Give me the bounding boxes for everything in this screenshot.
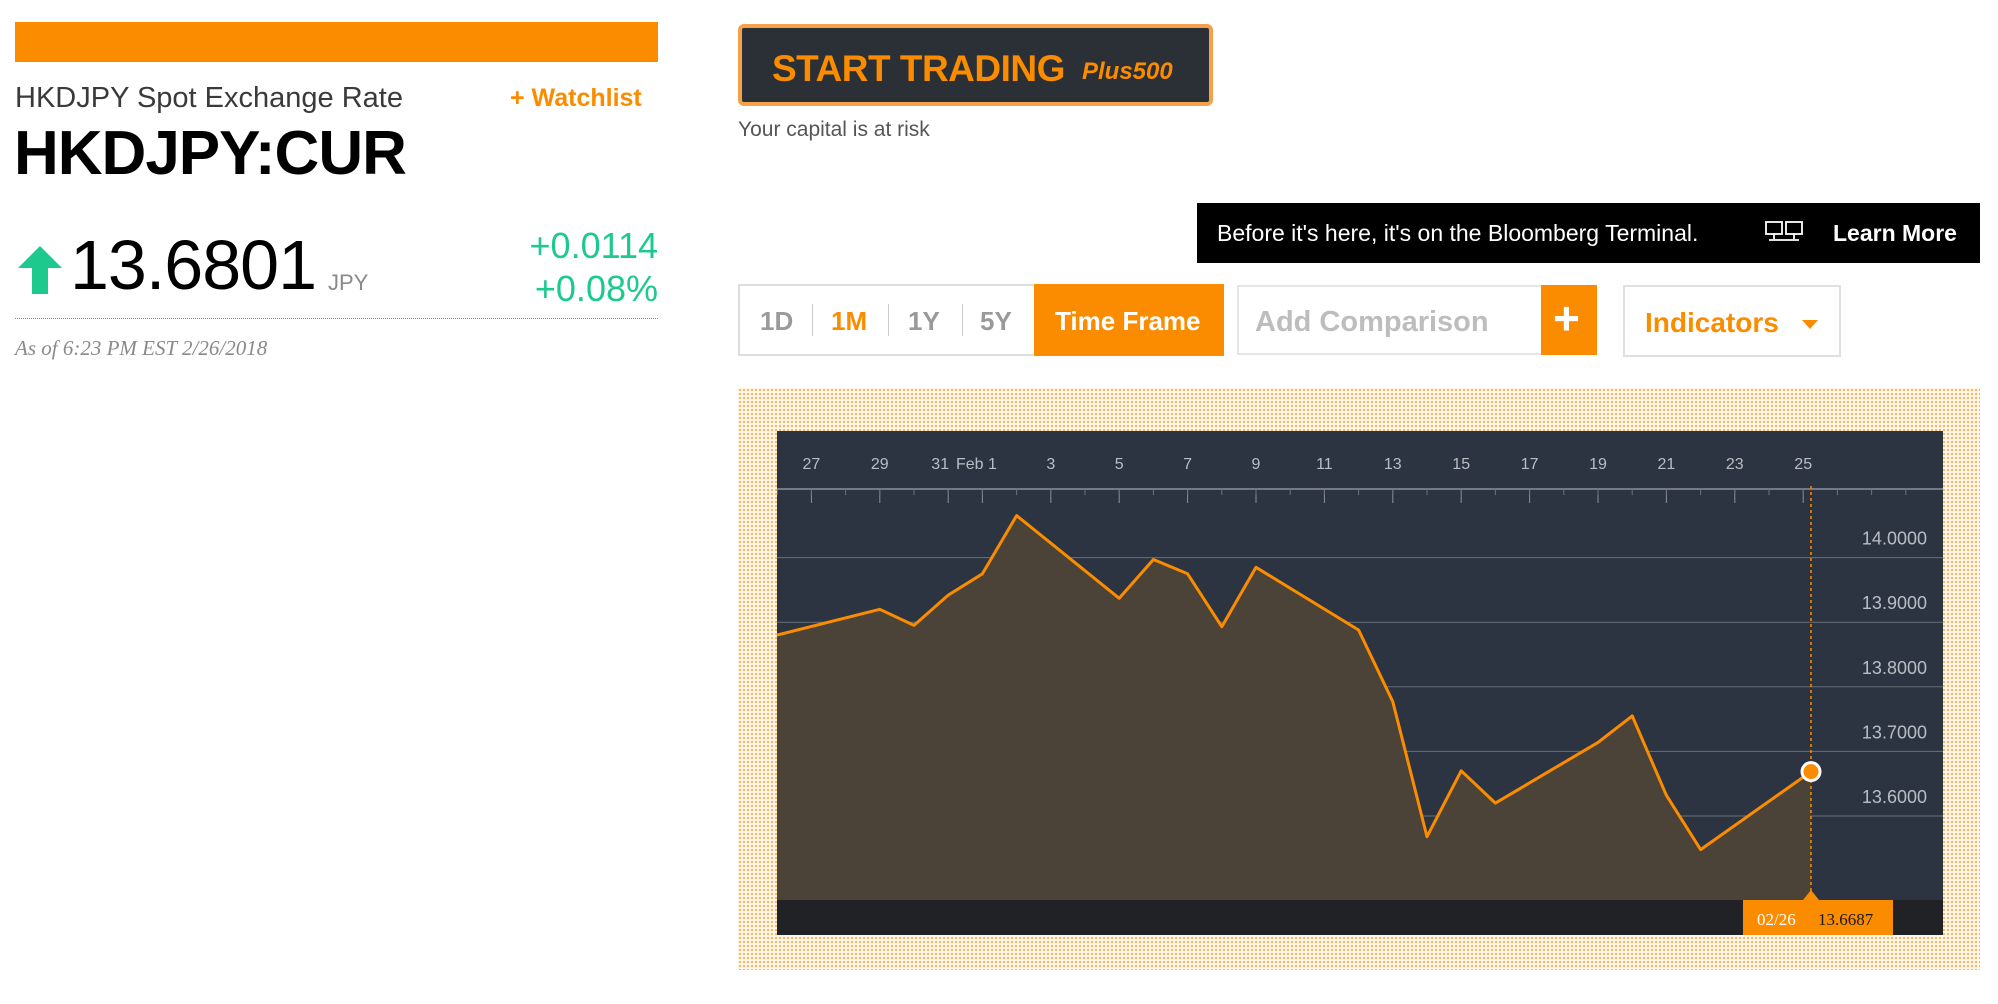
header-accent-bar <box>15 22 658 62</box>
x-tick-label: 19 <box>1589 456 1607 473</box>
currency-label: JPY <box>328 270 369 295</box>
plus500-logo: Plus500 <box>1082 58 1173 85</box>
price-change-percent: +0.08% <box>534 268 658 309</box>
x-tick-label: 15 <box>1452 456 1470 473</box>
range-5y-button[interactable]: 5Y <box>980 306 1012 336</box>
ticker-symbol: HKDJPY:CUR <box>14 119 407 188</box>
y-tick-label: 14.0000 <box>1862 529 1927 549</box>
start-trading-label: START TRADING <box>772 48 1065 89</box>
arrow-up-icon <box>18 246 62 294</box>
add-comparison-button[interactable]: + <box>1541 285 1597 355</box>
x-tick-label: 27 <box>803 456 821 473</box>
quote-name: HKDJPY Spot Exchange Rate <box>15 82 403 114</box>
hover-tooltip: 02/26 13.6687 <box>1743 890 1893 935</box>
x-tick-label: 31 <box>931 456 949 473</box>
range-1y-button[interactable]: 1Y <box>908 306 940 336</box>
x-tick-label: 9 <box>1252 456 1261 473</box>
tooltip-date: 02/26 <box>1757 910 1796 929</box>
plus-icon: + <box>1553 292 1580 344</box>
terminal-monitors-icon <box>1765 221 1803 241</box>
y-tick-label: 13.9000 <box>1862 593 1927 613</box>
watchlist-button[interactable]: + Watchlist <box>510 84 642 112</box>
range-1m-button[interactable]: 1M <box>831 306 868 336</box>
price-change-absolute: +0.0114 <box>529 225 658 266</box>
price-area <box>777 515 1811 900</box>
x-tick-label: 29 <box>871 456 889 473</box>
range-separator <box>812 304 813 336</box>
x-tick-label: 13 <box>1384 456 1402 473</box>
x-tick-label: 7 <box>1183 456 1192 473</box>
tooltip-value: 13.6687 <box>1818 910 1874 929</box>
x-tick-label: Feb 1 <box>956 456 997 473</box>
start-trading-ad-button[interactable]: START TRADING Plus500 <box>738 24 1213 106</box>
range-selector: 1D 1M 1Y 5Y <box>738 284 1035 356</box>
x-tick-label: 21 <box>1658 456 1676 473</box>
x-tick-label: 3 <box>1046 456 1055 473</box>
indicators-dropdown[interactable]: Indicators <box>1623 285 1841 357</box>
range-1d-button[interactable]: 1D <box>760 306 794 336</box>
x-axis: 27 29 31 Feb 1 3 5 7 9 11 13 15 17 19 21 23 25 <box>777 456 1943 503</box>
x-tick-label: 25 <box>1794 456 1812 473</box>
chevron-down-icon <box>1802 320 1818 329</box>
x-tick-label: 17 <box>1521 456 1539 473</box>
range-separator <box>888 304 889 336</box>
terminal-promo-text: Before it's here, it's on the Bloomberg … <box>1217 220 1699 246</box>
time-frame-button[interactable]: Time Frame <box>1034 284 1224 356</box>
learn-more-link[interactable]: Learn More <box>1833 220 1957 246</box>
risk-disclaimer: Your capital is at risk <box>738 118 930 141</box>
y-tick-label: 13.8000 <box>1862 658 1927 678</box>
tooltip-arrow <box>1803 890 1819 900</box>
hover-point[interactable] <box>1800 761 1822 783</box>
tooltip-box <box>1743 900 1893 935</box>
y-tick-label: 13.6000 <box>1862 787 1927 807</box>
y-axis: 14.0000 13.9000 13.8000 13.7000 13.6000 <box>1862 529 1927 807</box>
timestamp: As of 6:23 PM EST 2/26/2018 <box>15 336 268 360</box>
range-separator <box>962 304 963 336</box>
price-line <box>777 514 1812 852</box>
divider <box>15 318 658 319</box>
indicators-label: Indicators <box>1645 307 1779 338</box>
x-tick-label: 5 <box>1115 456 1124 473</box>
y-tick-label: 13.7000 <box>1862 722 1927 742</box>
terminal-promo-banner[interactable]: Before it's here, it's on the Bloomberg … <box>1197 203 1980 263</box>
x-tick-label: 23 <box>1726 456 1744 473</box>
time-frame-label: Time Frame <box>1055 306 1201 336</box>
comparison-field <box>1237 285 1541 355</box>
price-chart[interactable]: 27 29 31 Feb 1 3 5 7 9 11 13 15 17 19 21 23 25 14.00001… <box>777 431 1943 935</box>
x-tick-label: 11 <box>1316 456 1333 473</box>
price-value: 13.6801 <box>70 226 317 304</box>
add-comparison-input[interactable] <box>1253 301 1537 343</box>
